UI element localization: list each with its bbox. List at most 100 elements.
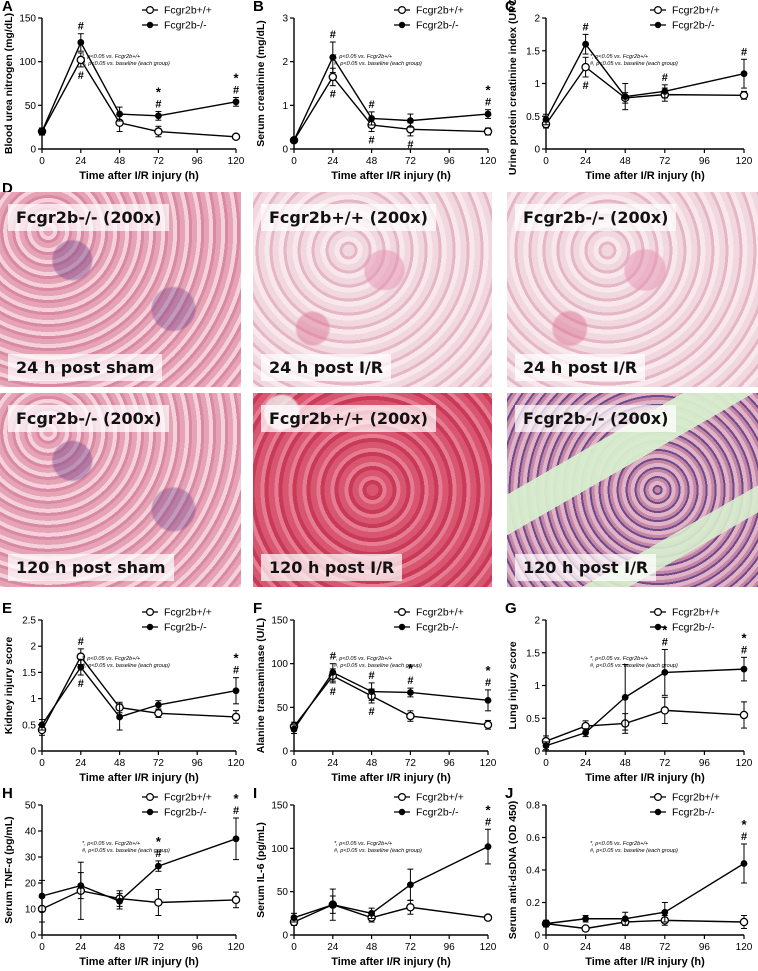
panel-label-d: D [2,180,13,197]
data-point-ko [621,915,629,923]
significance-hash: # [485,97,491,109]
micrograph-condition-label: 24 h post sham [8,354,163,381]
micrograph-panel: Fcgr2b+/+ (200x) 120 h post I/R [253,393,492,587]
legend-label-wt: Fcgr2b+/+ [672,792,720,804]
data-point-ko [116,897,123,905]
x-tick-label: 96 [699,758,711,769]
data-point-ko [407,117,414,125]
x-axis-label: Time after I/R injury (h) [585,956,705,968]
micrograph-panel: Fcgr2b-/- (200x) 24 h post sham [0,192,241,387]
significance-hash: # [233,84,239,96]
y-tick-label: 10 [25,905,37,916]
y-axis-label: Serum creatinine (mg/dL) [255,20,267,147]
significance-star: * [408,661,414,676]
x-axis-label: Time after I/R injury (h) [79,170,199,182]
y-tick-label: 1.5 [526,46,540,57]
x-axis-label: Time after I/R injury (h) [79,956,199,968]
y-tick-label: 150 [271,801,288,812]
legend-marker-wt [146,792,155,802]
data-point-ko [155,112,162,120]
y-tick-label: 40 [25,827,37,838]
series-line-wt [293,675,489,727]
significance-hash: # [583,21,589,33]
x-tick-label: 72 [659,156,671,167]
legend-label-ko: Fcgr2b-/- [416,622,459,634]
significance-hash: # [78,636,84,648]
data-point-wt [154,127,163,136]
x-tick-label: 24 [580,156,592,167]
y-axis-label: Lung injury score [507,641,519,729]
footnote-hash: #, p<0.05 vs. baseline (each group) [334,848,422,854]
footnote-star: *, p<0.05 vs. Fcgr2b+/+ [590,841,649,847]
chart-f: 0 50 100 150 0 24 48 72 96 120 Time after I/R inju… [255,607,497,785]
x-tick-label: 24 [75,758,87,769]
footnote-hash: #, p<0.05 vs. baseline (each group) [590,61,678,67]
series-line-ko [545,668,745,747]
data-point-ko [484,696,492,704]
data-point-ko [740,70,748,78]
significance-hash: # [583,80,589,92]
data-point-ko [38,128,46,135]
significance-star: * [741,817,747,832]
x-tick-label: 24 [327,758,339,769]
micrograph-panel: Fcgr2b-/- (200x) 24 h post I/R [507,192,758,387]
micrograph-condition-label: 120 h post sham [8,554,174,581]
x-tick-label: 0 [39,156,45,167]
data-point-ko [38,721,46,729]
legend-marker-ko [654,623,662,631]
x-axis-label: Time after I/R injury (h) [79,772,199,784]
legend-label-wt: Fcgr2b+/+ [164,607,212,619]
x-tick-label: 48 [114,942,126,953]
y-axis-label: Blood urea nitrogen (mg/dL) [3,13,15,154]
data-point-ko [155,862,162,870]
data-point-ko [542,920,550,928]
data-point-ko [38,892,46,900]
series-line-wt [293,75,489,141]
y-tick-label: 1.5 [22,668,36,679]
data-point-ko [329,53,337,61]
y-tick-label: 0.6 [526,833,540,844]
legend-marker-ko [398,21,406,29]
footnote-hash: #, p<0.05 vs. baseline (each group) [82,61,170,67]
significance-star: * [156,84,162,99]
chart-i: 0 50 100 150 0 24 48 72 96 120 Time after I/R inju… [255,792,497,969]
panel-label-e: E [2,600,13,617]
data-point-ko [740,665,748,673]
micrograph-genotype-label: Fcgr2b-/- (200x) [8,204,170,231]
significance-star: * [485,802,491,817]
data-point-wt [154,709,163,718]
micrograph-panel: Fcgr2b-/- (200x) 120 h post sham [0,393,241,587]
footnote-star: *, p<0.05 vs. Fcgr2b+/+ [590,54,649,60]
chart-a: 0 50 100 150 0 24 48 72 96 120 Time after I/R inju… [3,5,245,183]
legend-label-wt: Fcgr2b+/+ [164,5,212,17]
footnote-hash: #, p<0.05 vs. baseline (each group) [590,663,678,669]
legend-label-wt: Fcgr2b+/+ [164,792,212,804]
legend-label-ko: Fcgr2b-/- [164,622,207,634]
y-tick-label: 1 [30,694,36,705]
chart-h: 0 10 20 30 40 50 0 24 48 72 96 120 Time after I/R in… [3,791,245,968]
data-point-ko [232,687,240,695]
legend-marker-ko [146,623,154,631]
data-point-wt [231,895,241,905]
significance-hash: # [78,678,84,690]
y-tick-label: 0 [30,747,36,758]
significance-hash: # [330,89,336,101]
significance-hash: # [662,72,668,84]
significance-hash: # [407,675,413,687]
legend-marker-wt [398,5,407,15]
x-tick-label: 48 [366,942,378,953]
significance-hash: # [369,99,375,111]
x-tick-label: 0 [39,758,45,769]
legend-marker-wt [398,792,407,802]
y-tick-label: 2 [534,14,540,25]
legend-marker-ko [398,623,406,631]
significance-hash: # [330,651,336,663]
panel-label-g: G [505,600,517,617]
data-point-ko [329,669,337,676]
data-point-ko [407,881,414,889]
significance-star: * [741,630,747,645]
series-line-ko [545,862,745,925]
x-tick-label: 72 [153,942,165,953]
legend-marker-ko [146,21,154,29]
data-point-ko [77,39,85,46]
